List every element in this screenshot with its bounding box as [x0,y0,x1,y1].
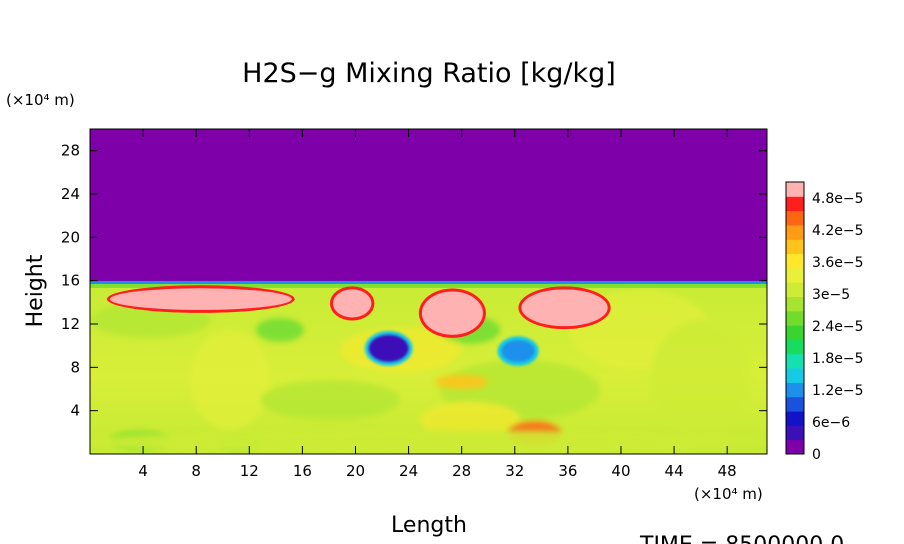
y-axis-ticks: 4 8 12 16 20 24 28 [61,142,767,420]
x-tick-label: 8 [191,462,201,480]
x-tick-label: 12 [240,462,259,480]
colorbar-swatch [786,425,804,441]
colorbar-label: 4.8e−5 [812,191,864,207]
field-feature [418,288,486,338]
x-tick-label: 20 [346,462,365,480]
x-tick-label: 24 [399,462,418,480]
colorbar-swatch [786,282,804,298]
x-tick-label: 16 [293,462,312,480]
colorbar-label: 1.2e−5 [812,383,864,399]
field-feature [90,430,767,454]
y-axis-label: Height [23,254,48,327]
colorbar-label: 3.6e−5 [812,255,864,271]
colorbar-label: 0 [812,447,821,463]
field-feature [518,286,611,330]
colorbar-swatch [786,210,804,226]
colorbar-swatch [786,368,804,383]
x-axis-ticks: 4 8 12 16 20 24 28 32 36 40 44 48 [138,129,737,480]
time-annotation: TIME = 8500000.0 [639,533,844,544]
colorbar-swatch [786,439,804,455]
chart-title: H2S−g Mixing Ratio [kg/kg] [242,58,616,89]
colorbar-swatch [786,182,804,197]
upper-region [90,129,767,284]
y-tick-label: 24 [61,185,80,203]
colorbar-swatch [786,396,804,412]
x-tick-label: 44 [665,462,684,480]
colorbar-label: 6e−6 [812,415,850,431]
colorbar-label: 2.4e−5 [812,319,864,335]
x-tick-label: 48 [718,462,737,480]
y-axis-unit: (×10⁴ m) [6,91,75,109]
colorbar [785,181,805,455]
x-tick-label: 40 [611,462,630,480]
plot-frame [89,128,768,455]
y-tick-label: 20 [61,228,80,246]
colorbar-label: 1.8e−5 [812,351,864,367]
heatmap-field [90,129,767,454]
layer-top-edge [90,283,767,288]
field-feature [106,285,295,313]
field-feature [329,286,375,321]
colorbar-swatch [786,411,804,426]
x-tick-label: 28 [452,462,471,480]
field-feature [497,336,539,366]
colorbar-swatch [786,339,804,355]
colorbar-swatch [786,253,804,269]
field-feature [435,374,489,390]
y-tick-label: 28 [61,142,80,160]
colorbar-swatch [786,224,804,240]
layer-top-band [90,280,767,284]
colorbar-swatch [786,196,804,212]
colorbar-swatch [786,353,804,369]
x-axis-unit: (×10⁴ m) [694,485,763,503]
colorbar-swatch [786,239,804,255]
colorbar-swatch [786,325,804,340]
x-tick-label: 36 [558,462,577,480]
colorbar-swatch [786,310,804,326]
colorbar-swatch [786,382,804,398]
colorbar-label: 3e−5 [812,287,850,303]
y-tick-label: 8 [70,358,80,376]
y-tick-label: 12 [61,315,80,333]
y-tick-label: 16 [61,272,80,290]
field-feature [364,330,413,366]
x-tick-label: 4 [138,462,148,480]
colorbar-swatch [786,296,804,312]
colorbar-swatch [786,267,804,283]
colorbar-labels: 0 6e−6 1.2e−5 1.8e−5 2.4e−5 3e−5 3.6e−5 4.2e−5 4… [812,191,864,463]
colorbar-label: 4.2e−5 [812,223,864,239]
y-tick-label: 4 [70,402,80,420]
x-tick-label: 32 [505,462,524,480]
x-axis-label: Length [391,513,467,538]
colorbar-frame [785,181,805,455]
